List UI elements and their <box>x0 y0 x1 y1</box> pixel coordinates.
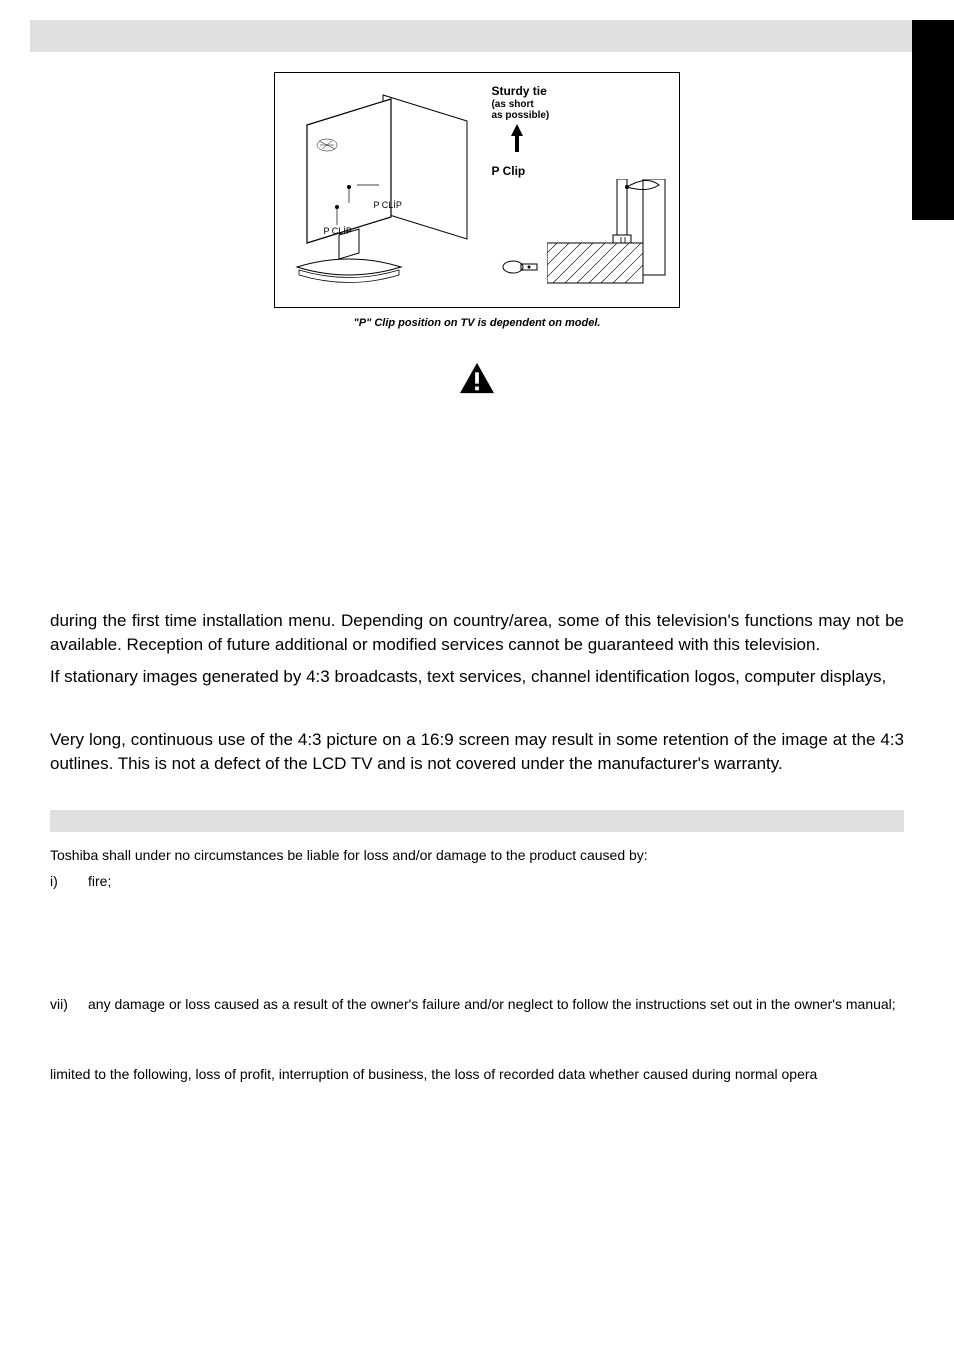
list-item-i: i) fire; <box>50 872 904 892</box>
spacer <box>50 694 904 728</box>
header-grey-bar <box>30 20 924 52</box>
paragraph-1: during the first time installation menu.… <box>50 609 904 657</box>
section-grey-bar <box>50 810 904 832</box>
diagram-caption: "P" Clip position on TV is dependent on … <box>50 316 904 331</box>
wall-side-view <box>547 179 667 285</box>
spacer <box>50 895 904 995</box>
list-text: any damage or loss caused as a result of… <box>88 995 904 1015</box>
sturdy-tie-label: Sturdy tie <box>491 85 666 99</box>
tv-drawing: P CLİP P CLİP <box>287 85 477 295</box>
diagram-container: P CLİP P CLİP Sturdy tie (as short as po… <box>50 72 904 331</box>
paragraph-3: Very long, continuous use of the 4:3 pic… <box>50 728 904 776</box>
list-text: fire; <box>88 872 904 892</box>
paragraph-2: If stationary images generated by 4:3 br… <box>50 665 904 689</box>
diagram-frame: P CLİP P CLİP Sturdy tie (as short as po… <box>274 72 679 308</box>
diagram-legend: Sturdy tie (as short as possible) P Clip <box>491 85 666 289</box>
warning-icon <box>50 361 904 401</box>
pclip-label-1: P CLİP <box>373 199 401 212</box>
list-item-vii: vii) any damage or loss caused as a resu… <box>50 995 904 1015</box>
pclip-icon <box>499 257 543 277</box>
arrow-up-icon <box>509 124 525 152</box>
page-content: P CLİP P CLİP Sturdy tie (as short as po… <box>0 72 954 1084</box>
spacer <box>50 1019 904 1065</box>
pclip-legend-label: P Clip <box>491 165 666 179</box>
exclusion-intro: Toshiba shall under no circumstances be … <box>50 846 904 866</box>
list-number: i) <box>50 872 88 892</box>
sturdy-tie-sub: (as short as possible) <box>491 99 666 122</box>
pclip-label-2: P CLİP <box>323 225 351 238</box>
list-number: vii) <box>50 995 88 1015</box>
tail-line: limited to the following, loss of profit… <box>50 1065 904 1085</box>
spacer <box>50 429 904 609</box>
